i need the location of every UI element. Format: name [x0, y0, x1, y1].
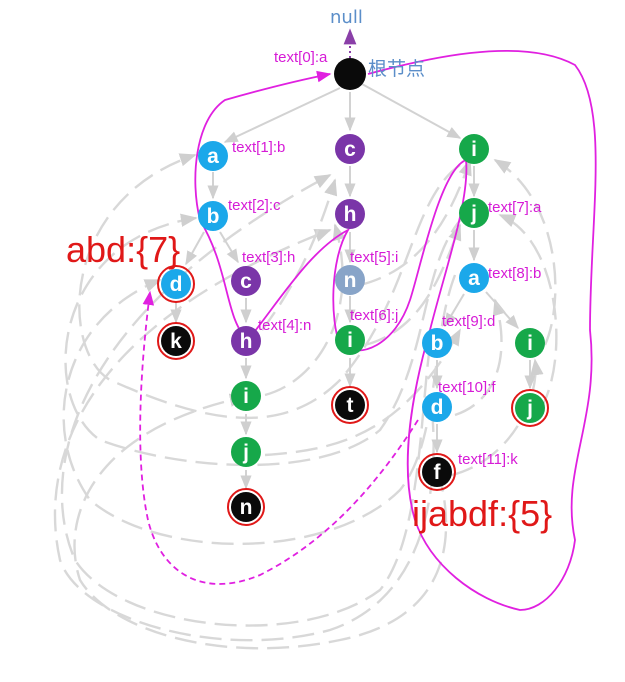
- edge: [485, 291, 519, 330]
- node-letter: b: [431, 332, 444, 355]
- node-letter: i: [243, 385, 249, 408]
- output-link-dashed: [139, 290, 419, 585]
- fail-link: [451, 358, 544, 477]
- node-k1-terminal: k: [157, 322, 195, 360]
- edge: [223, 87, 341, 143]
- node-n2: n: [335, 265, 365, 295]
- node-c2: c: [335, 134, 365, 164]
- node-letter: i: [471, 138, 477, 161]
- node-i4: i: [515, 328, 545, 358]
- node-d3: d: [422, 392, 452, 422]
- node-letter: a: [468, 267, 480, 290]
- text-label-9: text[9]:d: [442, 313, 495, 330]
- node-j3: j: [459, 198, 489, 228]
- fail-link: [498, 213, 558, 411]
- node-letter: h: [344, 203, 357, 226]
- node-i1: i: [231, 381, 261, 411]
- node-a1: a: [198, 141, 228, 171]
- output-ijabdf: ijabdf:{5}: [412, 493, 552, 534]
- node-letter: c: [344, 138, 356, 161]
- node-a3: a: [459, 263, 489, 293]
- fail-link: [73, 393, 448, 650]
- node-b3: b: [422, 328, 452, 358]
- node-d1-terminal: d: [157, 265, 195, 303]
- text-label-8: text[8]:b: [488, 265, 541, 282]
- node-h2: h: [335, 199, 365, 229]
- node-letter: j: [526, 397, 533, 420]
- text-label-11: text[11]:k: [458, 451, 518, 468]
- text-label-7: text[7]:a: [488, 199, 542, 216]
- node-letter: n: [344, 269, 357, 292]
- text-label-0: text[0]:a: [274, 49, 328, 66]
- node-letter: c: [240, 270, 252, 293]
- fail-link: [454, 298, 506, 417]
- node-letter: i: [347, 329, 353, 352]
- node-f3-terminal: f: [418, 453, 456, 491]
- node-j4-terminal: j: [511, 389, 549, 427]
- fail-link: [493, 158, 557, 346]
- node-h1: h: [231, 326, 261, 356]
- edge: [185, 231, 205, 266]
- node-i3: i: [459, 134, 489, 164]
- node-c1: c: [231, 266, 261, 296]
- node-letter: k: [170, 330, 182, 353]
- text-label-6: text[6]:j: [350, 307, 398, 324]
- fail-link: [64, 213, 466, 467]
- node-j1: j: [231, 437, 261, 467]
- fail-links: [53, 153, 558, 650]
- node-b1: b: [198, 201, 228, 231]
- node-letter: h: [240, 330, 253, 353]
- match-path-curve: [194, 49, 597, 611]
- node-letter: j: [242, 441, 249, 464]
- output-abd: abd:{7}: [66, 229, 180, 270]
- root-node: [334, 58, 366, 90]
- text-label-10: text[10]:f: [438, 379, 496, 396]
- node-t2-terminal: t: [331, 386, 369, 424]
- node-n1-terminal: n: [227, 488, 265, 526]
- null-label: null: [330, 7, 363, 28]
- match-path: [139, 28, 597, 611]
- edge: [219, 231, 239, 264]
- node-letter: b: [207, 205, 220, 228]
- trie-nodes: a b d k c h i j: [157, 134, 549, 526]
- text-label-5: text[5]:i: [350, 249, 398, 266]
- node-letter: n: [240, 496, 253, 519]
- fail-link: [78, 153, 461, 420]
- node-letter: d: [431, 396, 444, 419]
- node-letter: d: [170, 273, 183, 296]
- node-letter: j: [470, 202, 477, 225]
- node-letter: i: [527, 332, 533, 355]
- text-label-2: text[2]:c: [228, 197, 281, 214]
- node-i2: i: [335, 325, 365, 355]
- edge: [361, 83, 462, 139]
- node-letter: f: [434, 461, 442, 484]
- node-letter: t: [347, 394, 354, 417]
- text-label-3: text[3]:h: [242, 249, 295, 266]
- fail-link: [359, 158, 472, 287]
- fail-link: [261, 178, 338, 331]
- edge: [444, 293, 465, 328]
- fail-link: [53, 228, 435, 642]
- text-label-4: text[4]:n: [258, 317, 311, 334]
- text-label-1: text[1]:b: [232, 139, 285, 156]
- node-letter: a: [207, 145, 219, 168]
- root-label: 根节点: [368, 58, 425, 80]
- fail-link: [264, 223, 346, 397]
- trie-edges: [170, 83, 536, 490]
- fail-link: [60, 173, 432, 627]
